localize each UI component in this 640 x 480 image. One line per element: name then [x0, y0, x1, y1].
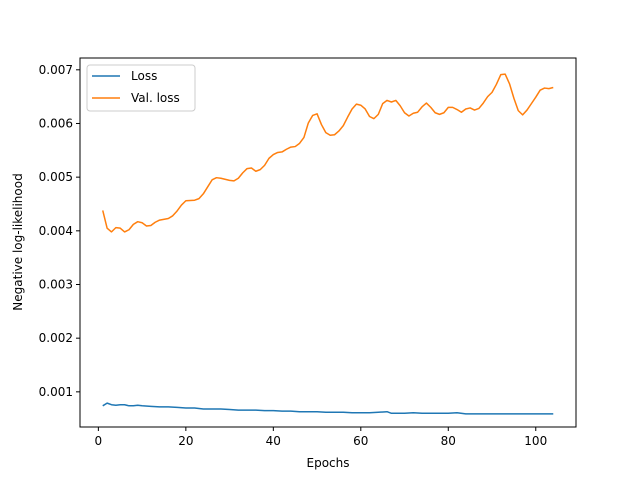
legend-label-val-loss: Val. loss: [131, 91, 180, 105]
x-tick-label: 80: [441, 434, 456, 448]
series-layer: [102, 73, 554, 415]
legend: Loss Val. loss: [86, 64, 196, 112]
series-line-loss: [102, 402, 554, 415]
x-tick-label: 0: [95, 434, 103, 448]
x-axis-label: Epochs: [307, 456, 350, 470]
x-tick-label: 100: [524, 434, 547, 448]
y-tick-label: 0.001: [39, 385, 73, 399]
x-tick-label: 20: [178, 434, 193, 448]
x-tick-label: 40: [266, 434, 281, 448]
plot-frame: [79, 57, 577, 428]
y-tick-label: 0.003: [39, 277, 73, 291]
y-tick-label: 0.007: [39, 63, 73, 77]
y-tick-label: 0.002: [39, 331, 73, 345]
series-line-val-loss: [102, 73, 554, 233]
y-axis-ticks: 0.001 0.002 0.003 0.004 0.005 0.006 0.007: [39, 63, 80, 399]
y-tick-label: 0.006: [39, 116, 73, 130]
x-axis-ticks: 0 20 40 60 80 100: [95, 427, 547, 448]
legend-label-loss: Loss: [131, 69, 157, 83]
y-axis-label: Negative log-likelihood: [11, 173, 25, 310]
y-tick-label: 0.005: [39, 170, 73, 184]
x-tick-label: 60: [353, 434, 368, 448]
y-tick-label: 0.004: [39, 224, 73, 238]
